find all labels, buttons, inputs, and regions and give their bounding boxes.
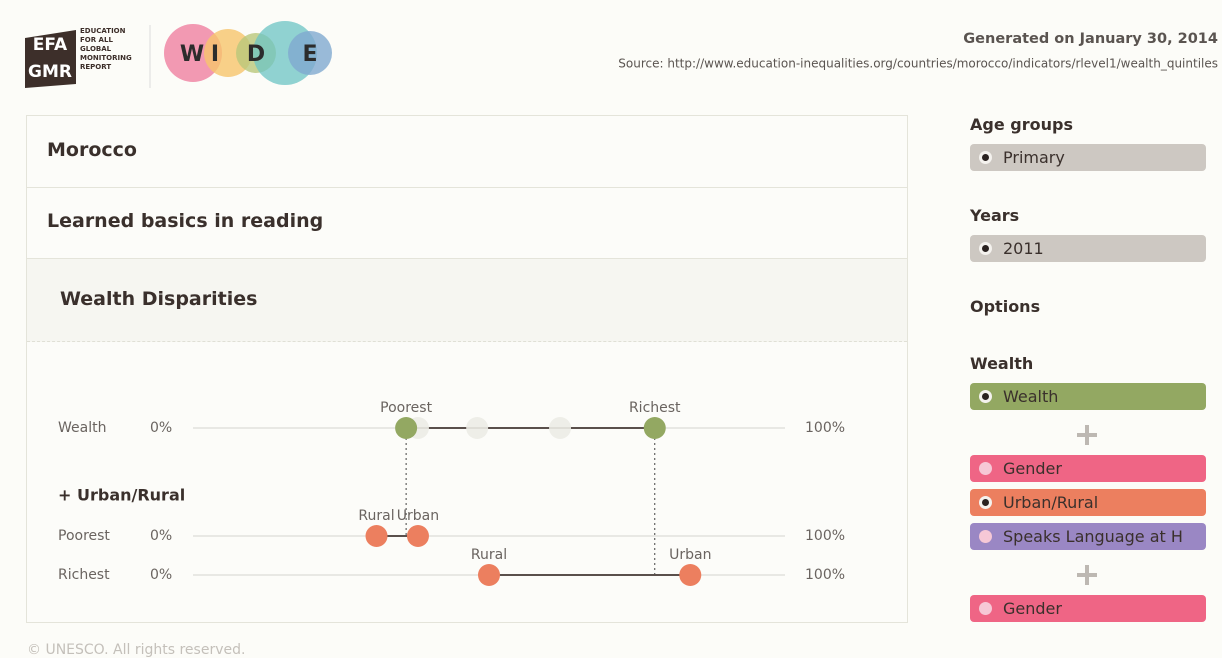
- option-label: Gender: [1003, 459, 1062, 478]
- indicator: Learned basics in reading: [47, 210, 324, 232]
- option-label: Wealth: [1003, 387, 1059, 406]
- radio: [979, 242, 992, 255]
- header-graphics: EFA GMR EDUCATION FOR ALL GLOBAL MONITOR…: [25, 21, 1218, 88]
- option-label: Speaks Language at H: [1003, 527, 1183, 546]
- x-tick-label: 100%: [805, 528, 845, 544]
- radio: [979, 496, 992, 509]
- plus-icon: [1077, 425, 1097, 445]
- radio: [979, 462, 992, 475]
- dot: [365, 525, 388, 547]
- radio: [979, 530, 992, 543]
- radio: [979, 151, 992, 164]
- wide-circle: [288, 31, 332, 75]
- dot: [466, 417, 489, 439]
- logo-text: EDUCATION: [80, 27, 126, 35]
- dot: [549, 417, 572, 439]
- dot: [643, 417, 666, 439]
- radio: [979, 602, 992, 615]
- wide-letter: I: [211, 42, 219, 67]
- dot-label: Rural: [471, 547, 507, 563]
- country-row: Morocco: [27, 116, 907, 188]
- dot-label: Urban: [397, 508, 439, 524]
- dot: [395, 417, 418, 439]
- panel: Morocco Learned basics in reading Wealth…: [26, 115, 908, 623]
- x-tick-label: 100%: [805, 420, 845, 436]
- row-label: Richest: [58, 567, 110, 583]
- option-label: Urban/Rural: [1003, 493, 1099, 512]
- option-button[interactable]: Urban/Rural: [970, 489, 1206, 516]
- dot-label: Urban: [669, 547, 711, 563]
- logo-text: GLOBAL: [80, 45, 112, 53]
- wide-letter: D: [247, 42, 265, 67]
- option-button[interactable]: Wealth: [970, 383, 1206, 410]
- group-title: Years: [970, 206, 1020, 225]
- dot: [679, 564, 702, 586]
- logo-text: REPORT: [80, 63, 111, 71]
- indicator-row: Learned basics in reading: [27, 188, 907, 259]
- logo-text: FOR ALL: [80, 36, 113, 44]
- dot: [406, 525, 429, 547]
- footer: © UNESCO. All rights reserved.: [27, 642, 246, 658]
- dot-label: Rural: [358, 508, 394, 524]
- option-label: Gender: [1003, 599, 1062, 618]
- dot-label: Poorest: [380, 400, 432, 416]
- radio: [979, 390, 992, 403]
- x-tick-label: 0%: [150, 567, 172, 583]
- option-label: Primary: [1003, 148, 1065, 167]
- wide-letter: E: [302, 42, 317, 67]
- source-url: Source: http://www.education-inequalitie…: [618, 57, 1218, 71]
- option-button[interactable]: 2011: [970, 235, 1206, 262]
- plus-icon: [1077, 565, 1097, 585]
- row-label: Wealth: [58, 420, 106, 436]
- option-label: 2011: [1003, 239, 1044, 258]
- logo-line: GMR: [28, 62, 72, 82]
- row-label: Poorest: [58, 528, 110, 544]
- generated-date: Generated on January 30, 2014: [963, 31, 1218, 47]
- logo-line: EFA: [33, 35, 68, 55]
- group-title: Age groups: [970, 115, 1073, 134]
- country: Morocco: [47, 139, 137, 161]
- x-tick-label: 0%: [150, 420, 172, 436]
- subheading: + Urban/Rural: [58, 486, 185, 505]
- option-button[interactable]: Speaks Language at H: [970, 523, 1206, 550]
- logo-block: [25, 30, 76, 88]
- option-button[interactable]: Primary: [970, 144, 1206, 171]
- dot-label: Richest: [629, 400, 681, 416]
- wide-letter: W: [180, 42, 204, 67]
- group-title: Wealth: [970, 354, 1034, 373]
- x-tick-label: 100%: [805, 567, 845, 583]
- option-button[interactable]: Gender: [970, 595, 1206, 622]
- section-row: Wealth Disparities: [27, 259, 907, 342]
- dot: [478, 564, 500, 586]
- option-button[interactable]: Gender: [970, 455, 1206, 482]
- wide-circle: [164, 24, 222, 82]
- x-tick-label: 0%: [150, 528, 172, 544]
- logo-text: MONITORING: [80, 54, 132, 62]
- group-title: Options: [970, 297, 1041, 316]
- section-title: Wealth Disparities: [60, 288, 258, 310]
